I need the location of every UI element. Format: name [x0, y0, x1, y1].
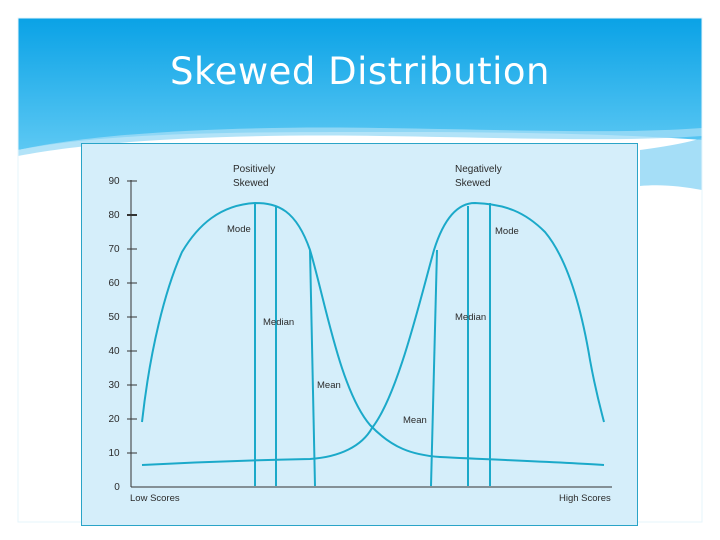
- y-tick-label: 20: [108, 414, 120, 425]
- y-tick-marks: [127, 180, 137, 454]
- x-low-label: Low Scores: [130, 493, 180, 504]
- negative-median-label: Median: [455, 312, 486, 323]
- y-tick-label: 80: [108, 210, 120, 221]
- negative-mean-label: Mean: [403, 415, 427, 426]
- header-wave: [18, 127, 702, 156]
- positive-median-label: Median: [263, 317, 294, 328]
- negative-title-line1: Negatively: [455, 164, 502, 175]
- positive-mean-label: Mean: [317, 380, 341, 391]
- positive-mean-line: [309, 249, 316, 487]
- header-wave-right: [640, 138, 702, 190]
- header-band: [18, 18, 702, 150]
- y-tick-label: 40: [108, 346, 120, 357]
- y-tick-label: 50: [108, 312, 120, 323]
- positive-title-line2: Skewed: [233, 178, 269, 189]
- y-tick-label: 90: [108, 176, 120, 187]
- x-high-label: High Scores: [559, 493, 611, 504]
- positive-title-line1: Positively: [233, 164, 275, 175]
- negative-mode-label: Mode: [495, 226, 519, 237]
- negative-title-line2: Skewed: [455, 178, 491, 189]
- negative-skew-curve: [141, 201, 605, 466]
- y-tick-label: 30: [108, 380, 120, 391]
- y-tick-label: 70: [108, 244, 120, 255]
- y-tick-label: 10: [108, 448, 120, 459]
- positive-skew-curve: [141, 201, 605, 466]
- y-tick-label: 0: [114, 482, 120, 493]
- negative-mean-line: [430, 249, 438, 487]
- y-tick-label: 60: [108, 278, 120, 289]
- slide-title: Skewed Distribution: [170, 50, 550, 93]
- positive-mode-label: Mode: [227, 224, 251, 235]
